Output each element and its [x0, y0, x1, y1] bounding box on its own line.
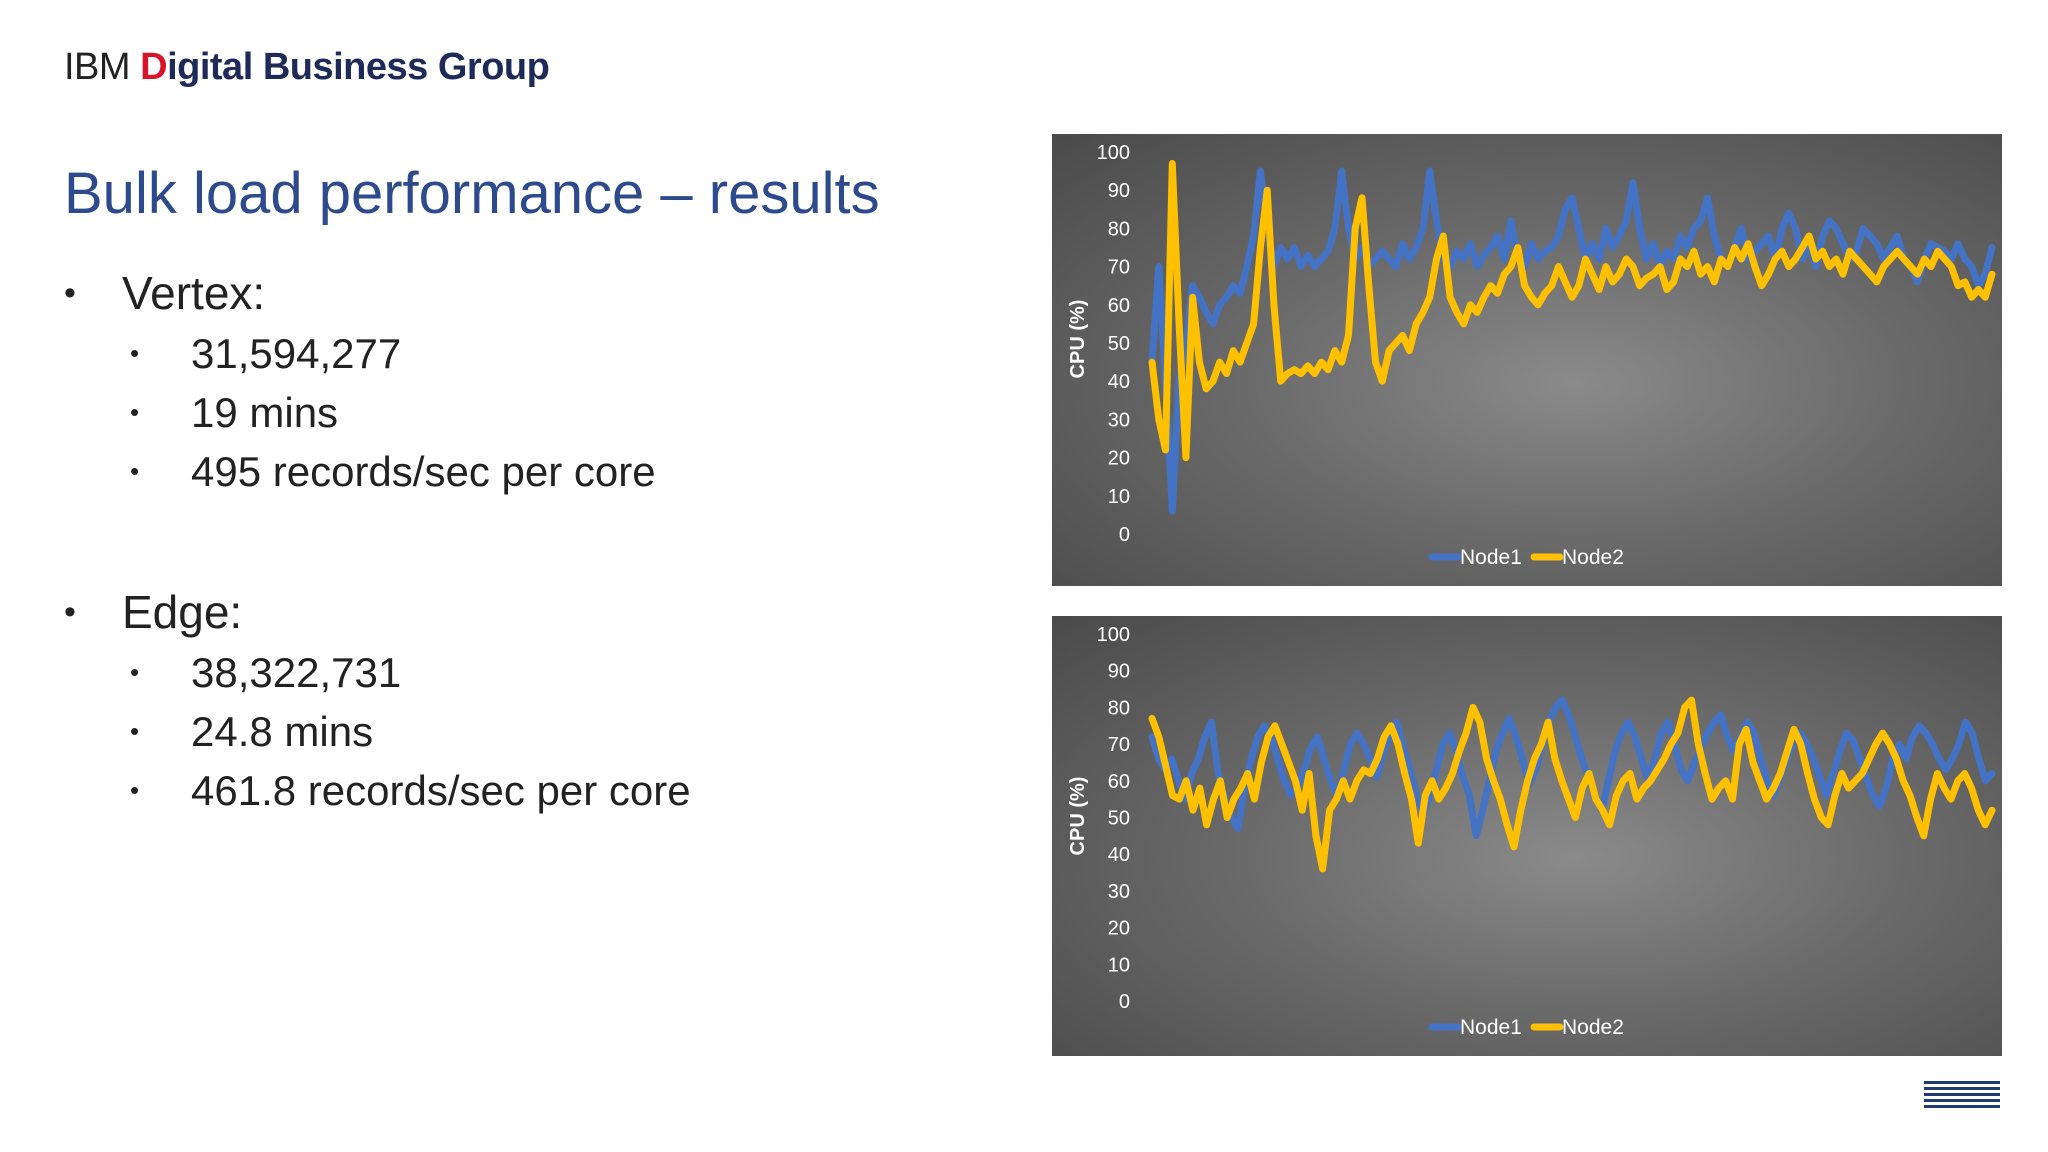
- edge-cpu-chart-svg: 0 10 20 30 40 50 60 70 80 90 100 CPU (%) Node1 Node2: [1067, 624, 1996, 1039]
- brand-digital-d: D: [140, 46, 168, 88]
- bullet-value: 38,322,731: [191, 649, 402, 696]
- y-tick-label: 10: [1108, 954, 1130, 976]
- bullet-value: 461.8 records/sec per core: [191, 767, 691, 814]
- y-tick-label: 30: [1108, 881, 1130, 903]
- y-tick-label: 100: [1097, 624, 1130, 646]
- legend-label-node2: Node2: [1562, 1016, 1624, 1039]
- y-tick-label: 70: [1108, 257, 1130, 279]
- ibm-logo-stripes: [1924, 1081, 2000, 1108]
- y-axis-label: CPU (%): [1067, 777, 1089, 856]
- bullet-value: 31,594,277: [191, 330, 402, 377]
- brand-business-group: Business Group: [262, 46, 550, 88]
- bullet-edge-time: • 24.8 mins: [64, 702, 691, 761]
- y-tick-label: 0: [1119, 524, 1130, 546]
- bullet-dot: •: [64, 274, 76, 312]
- vertex-cpu-chart-svg: 0 10 20 30 40 50 60 70 80 90 100 CPU (%) Node1 Node2: [1067, 142, 1996, 569]
- y-tick-label: 30: [1108, 409, 1130, 431]
- brand-digital: Digital: [140, 46, 253, 88]
- y-tick-label: 100: [1097, 142, 1130, 164]
- y-tick-label: 80: [1108, 697, 1130, 719]
- y-tick-label: 90: [1108, 180, 1130, 202]
- brand-digital-rest: igital: [167, 46, 253, 88]
- series-line-node2: [1148, 160, 1996, 462]
- y-tick-label: 20: [1108, 918, 1130, 940]
- y-tick-label: 50: [1108, 333, 1130, 355]
- results-bullets: • Vertex: • 31,594,277 • 19 mins • 495 recor…: [64, 262, 691, 820]
- bullet-vertex: • Vertex:: [64, 262, 691, 324]
- y-axis-label: CPU (%): [1067, 300, 1089, 379]
- bullet-vertex-count: • 31,594,277: [64, 324, 691, 383]
- series-line-node2: [1148, 696, 1996, 873]
- y-tick-label: 90: [1108, 661, 1130, 683]
- series-line-node1: [1148, 696, 1996, 840]
- y-tick-label: 50: [1108, 808, 1130, 830]
- bullet-edge-count: • 38,322,731: [64, 643, 691, 702]
- bullet-vertex-rate: • 495 records/sec per core: [64, 442, 691, 501]
- y-tick-label: 70: [1108, 734, 1130, 756]
- y-tick-label: 40: [1108, 844, 1130, 866]
- vertex-cpu-chart: 0 10 20 30 40 50 60 70 80 90 100 CPU (%) Node1 Node2: [1052, 134, 2002, 586]
- edge-cpu-chart: 0 10 20 30 40 50 60 70 80 90 100 CPU (%) Node1 Node2: [1052, 616, 2002, 1056]
- bullet-value: 19 mins: [191, 389, 339, 436]
- y-tick-label: 0: [1119, 991, 1130, 1013]
- bullet-dot: •: [130, 716, 140, 746]
- bullet-label: Edge:: [122, 586, 243, 638]
- bullet-vertex-time: • 19 mins: [64, 383, 691, 442]
- bullet-dot: •: [130, 338, 140, 368]
- ibm-logo-text: IBM: [1935, 1080, 1990, 1112]
- y-tick-label: 60: [1108, 771, 1130, 793]
- y-tick-label: 10: [1108, 486, 1130, 508]
- brand-header: IBM Digital Business Group: [64, 46, 550, 89]
- bullet-dot: •: [130, 775, 140, 805]
- bullet-value: 24.8 mins: [191, 708, 374, 755]
- legend-label-node1: Node1: [1460, 1016, 1522, 1039]
- bullet-dot: •: [130, 456, 140, 486]
- y-tick-label: 60: [1108, 295, 1130, 317]
- legend: Node1 Node2: [1428, 1016, 1624, 1039]
- ibm-logo: IBM: [1924, 1080, 2000, 1112]
- page-title: Bulk load performance – results: [64, 161, 880, 226]
- bullet-value: 495 records/sec per core: [191, 448, 656, 495]
- bullet-label: Vertex:: [122, 267, 266, 319]
- bullet-dot: •: [64, 593, 76, 631]
- legend-label-node1: Node1: [1460, 546, 1522, 569]
- legend: Node1 Node2: [1428, 546, 1624, 569]
- spacer: [64, 501, 691, 581]
- bullet-edge-rate: • 461.8 records/sec per core: [64, 761, 691, 820]
- bullet-dot: •: [130, 657, 140, 687]
- bullet-dot: •: [130, 397, 140, 427]
- y-tick-label: 40: [1108, 371, 1130, 393]
- legend-label-node2: Node2: [1562, 546, 1624, 569]
- y-tick-label: 20: [1108, 448, 1130, 470]
- bullet-edge: • Edge:: [64, 581, 691, 643]
- brand-ibm: IBM: [64, 46, 131, 88]
- y-tick-label: 80: [1108, 218, 1130, 240]
